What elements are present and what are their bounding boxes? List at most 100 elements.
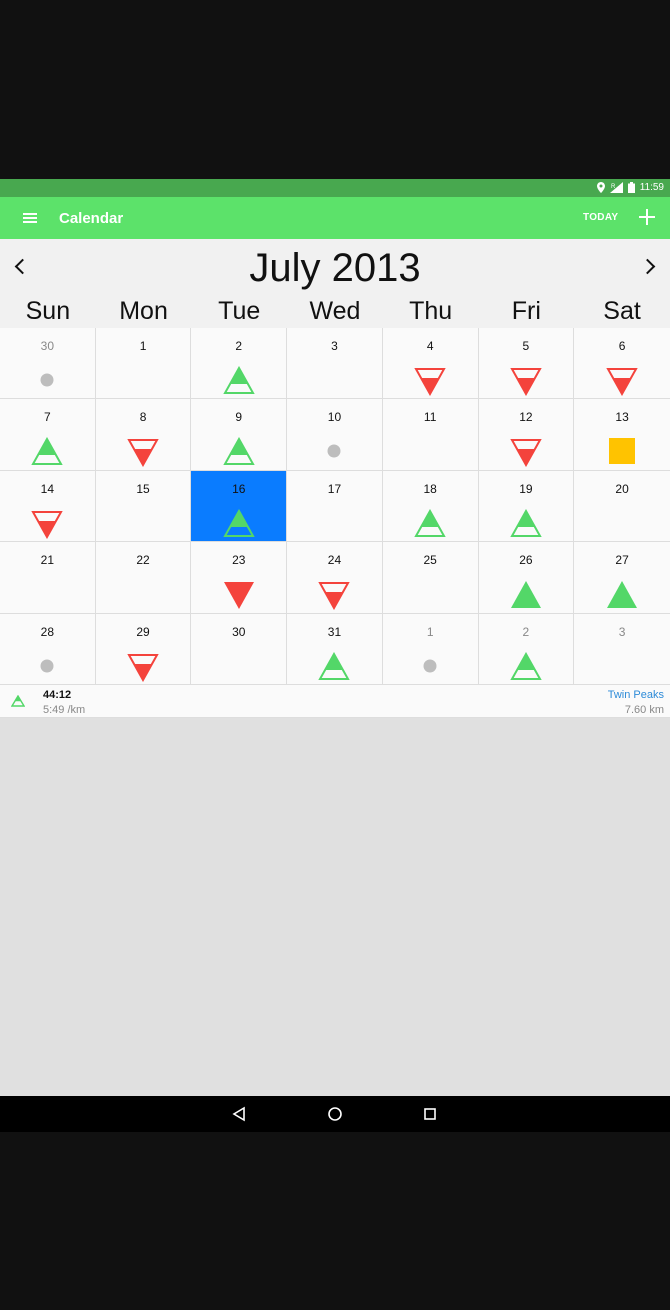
- day-number: 26: [519, 553, 533, 568]
- calendar-day[interactable]: 10: [287, 399, 383, 471]
- weekday-label: Sun: [25, 297, 71, 325]
- day-number: 7: [44, 410, 51, 425]
- day-number: 2: [235, 339, 243, 353]
- day-number: 27: [615, 553, 629, 568]
- run-pace: 5:49 /km: [43, 704, 86, 716]
- red-down-partial-icon: [509, 366, 543, 401]
- app-bar: Calendar TODAY: [0, 197, 670, 239]
- calendar-day[interactable]: 13: [574, 399, 670, 471]
- day-number: 12: [519, 410, 533, 425]
- green-up-partial-icon: [413, 508, 447, 544]
- green-up-full-icon: [509, 580, 543, 615]
- calendar-day[interactable]: 29: [95, 613, 192, 685]
- signal-icon: R: [609, 182, 623, 193]
- app-title: Calendar: [59, 210, 124, 227]
- calendar-day-selected[interactable]: 16: [191, 470, 288, 544]
- calendar-day[interactable]: 5: [478, 328, 575, 401]
- calendar-day[interactable]: 24: [287, 542, 383, 615]
- run-detail-row[interactable]: 44:12 5:49 /km Twin Peaks 7.60 km: [0, 685, 670, 718]
- calendar-day[interactable]: 22: [95, 542, 192, 614]
- location-icon: [596, 182, 605, 193]
- day-number: 17: [327, 481, 342, 496]
- calendar-day[interactable]: 19: [478, 470, 575, 543]
- day-number: 30: [232, 624, 246, 639]
- day-number: 11: [423, 410, 437, 425]
- day-number: 18: [423, 481, 437, 496]
- dot-icon: [326, 443, 342, 464]
- calendar-day[interactable]: 21: [0, 542, 96, 614]
- day-number: 22: [136, 553, 150, 568]
- day-number: 16: [232, 481, 246, 496]
- green-up-partial-icon: [509, 651, 543, 687]
- calendar-day[interactable]: 18: [382, 470, 479, 544]
- calendar-day[interactable]: 3: [574, 613, 670, 685]
- day-number: 8: [139, 410, 147, 425]
- day-number: 4: [426, 339, 434, 353]
- calendar-day[interactable]: 11: [382, 399, 479, 471]
- calendar-day[interactable]: 4: [382, 328, 479, 400]
- calendar-day[interactable]: 28: [0, 613, 96, 685]
- calendar-day[interactable]: 14: [0, 470, 96, 543]
- calendar-day[interactable]: 26: [478, 542, 575, 615]
- day-number: 31: [327, 624, 342, 639]
- today-button[interactable]: TODAY: [583, 212, 619, 223]
- red-down-partial-icon: [509, 437, 543, 472]
- calendar-day[interactable]: 31: [287, 613, 383, 687]
- calendar-day[interactable]: 15: [95, 470, 192, 543]
- home-circle-icon[interactable]: [326, 1105, 344, 1123]
- green-up-partial-icon: [317, 651, 351, 687]
- month-title: July 2013: [249, 246, 421, 290]
- red-down-partial-icon: [126, 437, 160, 472]
- calendar-day[interactable]: 17: [287, 470, 383, 543]
- weekday-label: Wed: [309, 297, 361, 325]
- run-up-icon: [11, 695, 25, 707]
- recents-square-icon[interactable]: [421, 1105, 439, 1123]
- calendar-day[interactable]: 3: [287, 328, 383, 400]
- day-number: 29: [136, 624, 150, 639]
- day-number: 2: [522, 624, 530, 639]
- day-number: 19: [519, 481, 533, 496]
- calendar-day[interactable]: 30: [0, 328, 96, 400]
- green-up-partial-icon: [222, 365, 256, 401]
- calendar-day[interactable]: 8: [95, 399, 192, 472]
- run-distance: 7.60 km: [624, 704, 664, 716]
- day-number: 14: [40, 481, 55, 496]
- day-number: 9: [235, 410, 243, 425]
- weekday-label: Thu: [409, 297, 453, 325]
- calendar-day[interactable]: 2: [191, 328, 288, 401]
- red-down-full-icon: [222, 580, 256, 615]
- day-number: 1: [426, 624, 434, 639]
- calendar-day[interactable]: 20: [574, 470, 670, 543]
- run-time: 44:12: [43, 689, 72, 701]
- day-number: 3: [331, 339, 338, 353]
- green-up-partial-icon: [222, 508, 256, 544]
- calendar-day[interactable]: 9: [191, 399, 288, 472]
- red-down-partial-icon: [317, 580, 351, 615]
- month-header: July 2013 Sun Mon Tue Wed Thu Fri Sat: [0, 239, 670, 328]
- calendar-day[interactable]: 1: [95, 328, 192, 400]
- svg-text:R: R: [611, 184, 616, 190]
- calendar-day[interactable]: 2: [478, 613, 575, 687]
- next-month-chevron-icon[interactable]: [640, 255, 660, 279]
- hamburger-menu-icon[interactable]: [18, 208, 42, 228]
- calendar-day[interactable]: 23: [191, 542, 288, 615]
- day-number: 20: [615, 481, 629, 496]
- calendar-day[interactable]: 1: [382, 613, 479, 685]
- status-bar: R 11:59: [0, 179, 670, 197]
- plus-icon[interactable]: [635, 205, 659, 229]
- calendar-day[interactable]: 7: [0, 399, 96, 472]
- calendar-day[interactable]: 27: [574, 542, 670, 615]
- calendar-day[interactable]: 6: [574, 328, 670, 400]
- back-triangle-icon[interactable]: [230, 1105, 248, 1123]
- calendar-day[interactable]: 25: [382, 542, 479, 614]
- calendar-day[interactable]: 30: [191, 613, 288, 685]
- app-screen: R 11:59 Calendar TODAY July 2013 Sun Mon…: [0, 179, 670, 1132]
- green-up-full-icon: [605, 580, 639, 615]
- green-up-partial-icon: [30, 437, 64, 472]
- run-location-link[interactable]: Twin Peaks: [607, 689, 664, 701]
- day-number: 1: [139, 339, 147, 353]
- calendar-day[interactable]: 12: [478, 399, 575, 472]
- green-up-partial-icon: [222, 437, 256, 472]
- day-number: 15: [136, 481, 150, 496]
- weekday-label: Mon: [119, 297, 168, 325]
